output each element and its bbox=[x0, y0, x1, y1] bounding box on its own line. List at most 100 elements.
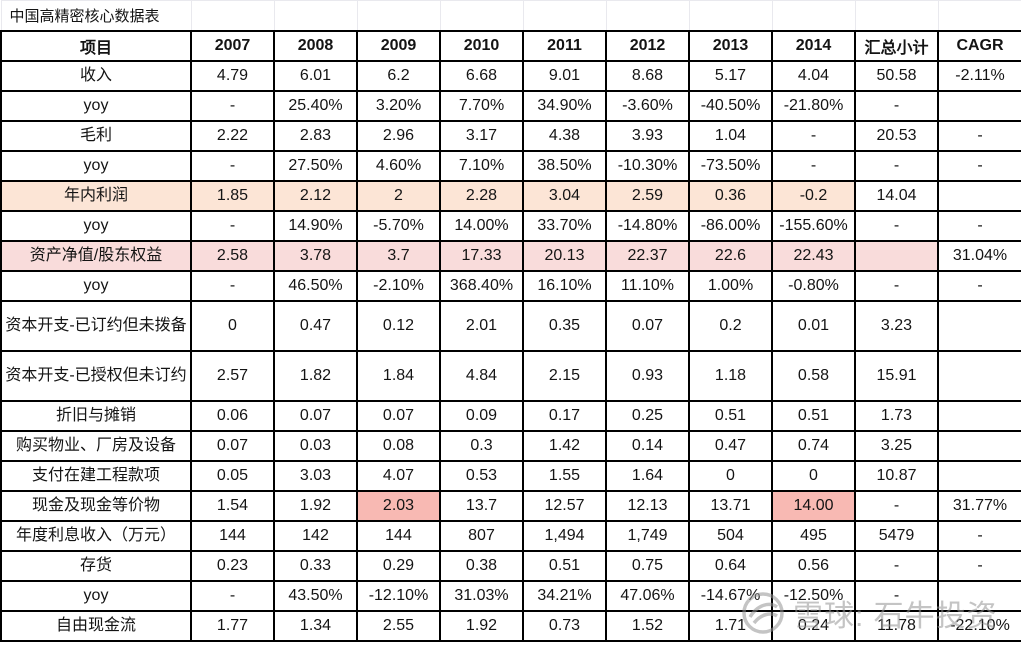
table-cell: 0.38 bbox=[439, 550, 524, 582]
table-cell: - bbox=[190, 210, 275, 242]
table-cell: 33.70% bbox=[522, 210, 607, 242]
row-label: 现金及现金等价物 bbox=[0, 490, 192, 522]
table-cell: 1.55 bbox=[522, 460, 607, 492]
table-cell: 4.07 bbox=[356, 460, 441, 492]
table-cell: -2.10% bbox=[356, 270, 441, 302]
row-label: 存货 bbox=[0, 550, 192, 582]
table-cell: 31.03% bbox=[439, 580, 524, 612]
table-row: yoy -25.40% 3.20% 7.70% 34.90% -3.60% -40.50% -… bbox=[0, 90, 1021, 122]
table-row: yoy -46.50% -2.10% 368.40% 16.10% 11.10% 1.00%… bbox=[0, 270, 1021, 302]
gridline-cell bbox=[937, 0, 1021, 32]
table-cell: 12.57 bbox=[522, 490, 607, 522]
table-cell: -86.00% bbox=[688, 210, 773, 242]
table-cell: 0.74 bbox=[771, 430, 856, 462]
table-cell: -5.70% bbox=[356, 210, 441, 242]
table-cell: 14.00 bbox=[771, 490, 856, 522]
column-header: 2007 bbox=[190, 30, 275, 62]
table-cell: 0.53 bbox=[439, 460, 524, 492]
table-cell: 31.77% bbox=[937, 490, 1021, 522]
table-cell: 3.78 bbox=[273, 240, 358, 272]
table-cell: -22.10% bbox=[937, 610, 1021, 642]
column-header: 2009 bbox=[356, 30, 441, 62]
table-cell: 14.04 bbox=[854, 180, 939, 212]
table-cell: 0.07 bbox=[356, 400, 441, 432]
table-cell: 0.07 bbox=[190, 430, 275, 462]
table-cell: 47.06% bbox=[605, 580, 690, 612]
table-cell: 144 bbox=[190, 520, 275, 552]
table-cell: -21.80% bbox=[771, 90, 856, 122]
row-label: 年度利息收入（万元） bbox=[0, 520, 192, 552]
table-cell: 1.71 bbox=[688, 610, 773, 642]
table-cell: 3.93 bbox=[605, 120, 690, 152]
table-cell: - bbox=[190, 580, 275, 612]
table-cell: 5.17 bbox=[688, 60, 773, 92]
table-cell: 3.20% bbox=[356, 90, 441, 122]
table-cell bbox=[854, 240, 939, 272]
table-cell: 1.92 bbox=[273, 490, 358, 522]
table-cell: 0.3 bbox=[439, 430, 524, 462]
table-cell: -40.50% bbox=[688, 90, 773, 122]
column-header: 2008 bbox=[273, 30, 358, 62]
table-cell: 0.03 bbox=[273, 430, 358, 462]
table-cell: 0 bbox=[190, 300, 275, 352]
row-label: 年内利润 bbox=[0, 180, 192, 212]
table-cell: 4.38 bbox=[522, 120, 607, 152]
table-cell: 3.25 bbox=[854, 430, 939, 462]
table-cell: 504 bbox=[688, 520, 773, 552]
table-cell: 368.40% bbox=[439, 270, 524, 302]
table-cell: 495 bbox=[771, 520, 856, 552]
table-row: yoy -43.50% -12.10% 31.03% 34.21% 47.06% -14.6… bbox=[0, 580, 1021, 612]
table-cell: 0.75 bbox=[605, 550, 690, 582]
gridline-cell bbox=[771, 0, 856, 32]
table-cell: 1.77 bbox=[190, 610, 275, 642]
table-row: 存货 0.23 0.33 0.29 0.38 0.51 0.75 0.64 0.56- - bbox=[0, 550, 1021, 582]
table-cell: - bbox=[854, 90, 939, 122]
column-header: 2014 bbox=[771, 30, 856, 62]
table-cell: 3.23 bbox=[854, 300, 939, 352]
table-cell: 5479 bbox=[854, 520, 939, 552]
table-cell: 3.04 bbox=[522, 180, 607, 212]
table-cell: 0.2 bbox=[688, 300, 773, 352]
table-cell: 2.55 bbox=[356, 610, 441, 642]
table-cell: 0.12 bbox=[356, 300, 441, 352]
table-cell: 3.17 bbox=[439, 120, 524, 152]
table-cell: 1.42 bbox=[522, 430, 607, 462]
table-cell: 0.09 bbox=[439, 400, 524, 432]
row-label: 折旧与摊销 bbox=[0, 400, 192, 432]
row-label: yoy bbox=[0, 270, 192, 302]
table-cell: - bbox=[190, 270, 275, 302]
row-label: 收入 bbox=[0, 60, 192, 92]
table-cell: 1.92 bbox=[439, 610, 524, 642]
table-row: 年度利息收入（万元） 144 142 144 807 1,494 1,749 504 495 54… bbox=[0, 520, 1021, 552]
table-cell: 12.13 bbox=[605, 490, 690, 522]
table-cell: 1.85 bbox=[190, 180, 275, 212]
table-cell: 6.01 bbox=[273, 60, 358, 92]
table-cell: 2.03 bbox=[356, 490, 441, 522]
table-cell: 11.78 bbox=[854, 610, 939, 642]
table-cell: 0.47 bbox=[688, 430, 773, 462]
row-label: 毛利 bbox=[0, 120, 192, 152]
table-cell: 15.91 bbox=[854, 350, 939, 402]
table-cell: - bbox=[854, 210, 939, 242]
table-cell: 7.10% bbox=[439, 150, 524, 182]
table-cell: 0.23 bbox=[190, 550, 275, 582]
table-cell: 2.58 bbox=[190, 240, 275, 272]
table-cell: 22.6 bbox=[688, 240, 773, 272]
table-cell: 0.08 bbox=[356, 430, 441, 462]
row-label: yoy bbox=[0, 580, 192, 612]
table-cell: 22.43 bbox=[771, 240, 856, 272]
table-cell: 25.40% bbox=[273, 90, 358, 122]
table-row: yoy -14.90% -5.70% 14.00% 33.70% -14.80% -86.0… bbox=[0, 210, 1021, 242]
table-cell: 10.87 bbox=[854, 460, 939, 492]
column-header: 2012 bbox=[605, 30, 690, 62]
table-cell: 2.59 bbox=[605, 180, 690, 212]
table-cell: 4.84 bbox=[439, 350, 524, 402]
table-cell bbox=[937, 580, 1021, 612]
table-cell: 0 bbox=[688, 460, 773, 492]
table-cell: 0.36 bbox=[688, 180, 773, 212]
table-cell: 2.22 bbox=[190, 120, 275, 152]
table-cell: 1.73 bbox=[854, 400, 939, 432]
table-row: yoy -27.50% 4.60% 7.10% 38.50% -10.30% -73.50%… bbox=[0, 150, 1021, 182]
table-body: 收入 4.79 6.01 6.2 6.68 9.01 8.68 5.17 4.04 50.58 -2… bbox=[0, 60, 1021, 642]
